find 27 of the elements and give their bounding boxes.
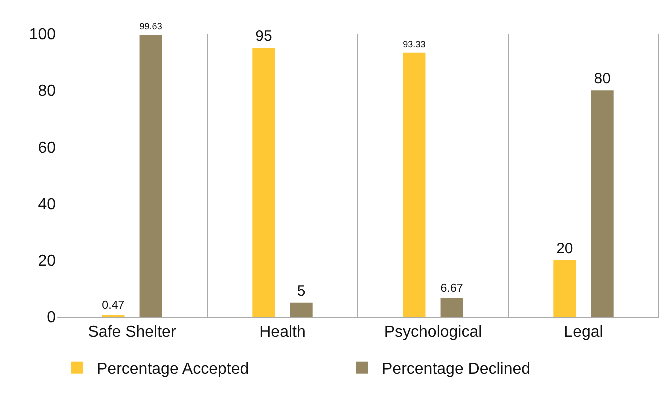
bar [554, 260, 576, 317]
x-tick-label: Psychological [384, 324, 482, 342]
y-tick-label: 0 [47, 310, 56, 327]
legend-label: Percentage Accepted [97, 361, 250, 378]
x-tick-label: Health [260, 324, 306, 342]
legend-label: Percentage Declined [382, 361, 531, 378]
data-label: 80 [594, 70, 611, 88]
bar [403, 52, 426, 317]
bar [290, 302, 313, 317]
y-tick-label: 60 [38, 140, 56, 157]
x-tick-label: Legal [564, 324, 604, 342]
data-label: 5 [297, 282, 306, 300]
bar [591, 90, 614, 317]
bar [140, 35, 162, 317]
y-tick-label: 80 [38, 83, 56, 100]
data-label: 20 [556, 240, 574, 258]
y-tick-label: 40 [38, 196, 56, 214]
data-label: 6.67 [440, 283, 464, 296]
y-tick-label: 20 [38, 253, 56, 270]
y-tick-label: 100 [29, 26, 56, 44]
bar [440, 298, 464, 317]
data-label: 95 [256, 28, 272, 46]
data-label: 93.33 [403, 39, 426, 50]
bar [252, 48, 276, 317]
data-label: 0.47 [102, 300, 125, 312]
data-label: 99.63 [140, 22, 162, 32]
x-tick-label: Safe Shelter [88, 324, 177, 342]
